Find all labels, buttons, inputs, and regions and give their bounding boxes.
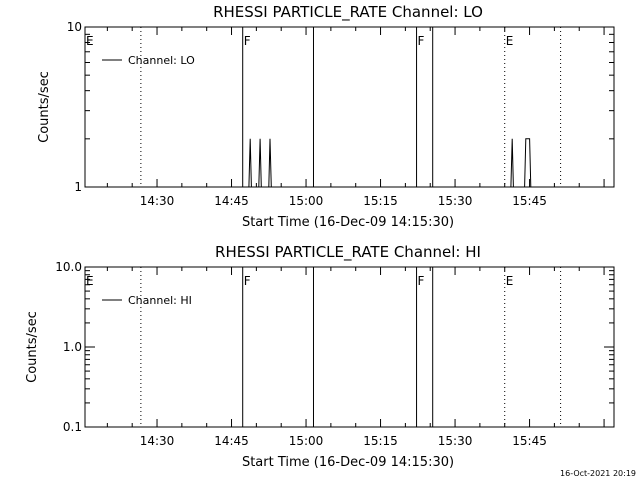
hi-marker-flag: F	[418, 274, 425, 288]
hi-marker-flag: F	[244, 274, 251, 288]
hi-marker-flag: E	[86, 274, 94, 288]
hi-panel-title: RHESSI PARTICLE_RATE Channel: HI	[215, 243, 481, 262]
lo-x-tick-label: 15:30	[438, 194, 473, 208]
hi-y-tick-label: 10.0	[55, 260, 82, 274]
hi-plot-frame	[84, 266, 615, 428]
hi-y-tick-label: 0.1	[63, 420, 82, 434]
lo-marker-flag: E	[506, 34, 514, 48]
hi-y-axis-label: Counts/sec	[25, 311, 40, 383]
lo-legend-label: Channel: LO	[128, 54, 195, 67]
lo-y-tick-label: 10	[67, 20, 82, 34]
lo-x-tick-label: 14:45	[214, 194, 249, 208]
lo-marker-flag: F	[418, 34, 425, 48]
lo-x-tick-label: 15:15	[363, 194, 398, 208]
lo-marker-flag: E	[86, 34, 94, 48]
lo-plot-frame	[84, 26, 615, 188]
hi-x-tick-label: 14:30	[140, 434, 175, 448]
lo-channel-panel: RHESSI PARTICLE_RATE Channel: LO Start T…	[37, 3, 615, 230]
hi-x-tick-label: 14:45	[214, 434, 249, 448]
hi-y-tick-label: 1.0	[63, 340, 82, 354]
lo-y-axis-label: Counts/sec	[37, 71, 52, 143]
hi-x-tick-label: 15:30	[438, 434, 473, 448]
lo-x-tick-label: 14:30	[140, 194, 175, 208]
hi-marker-flag: E	[506, 274, 514, 288]
lo-panel-title: RHESSI PARTICLE_RATE Channel: LO	[213, 3, 483, 22]
generation-timestamp: 16-Oct-2021 20:19	[560, 469, 636, 478]
hi-x-tick-label: 15:45	[512, 434, 547, 448]
lo-x-axis-label: Start Time (16-Dec-09 14:15:30)	[242, 215, 454, 230]
lo-marker-flag: F	[244, 34, 251, 48]
hi-x-tick-label: 15:00	[289, 434, 324, 448]
hi-legend-label: Channel: HI	[128, 294, 192, 307]
lo-x-tick-label: 15:00	[289, 194, 324, 208]
hi-channel-panel: RHESSI PARTICLE_RATE Channel: HI Start T…	[25, 243, 615, 470]
lo-y-tick-label: 1	[74, 180, 82, 194]
hi-x-tick-label: 15:15	[363, 434, 398, 448]
hi-x-axis-label: Start Time (16-Dec-09 14:15:30)	[242, 455, 454, 470]
lo-x-tick-label: 15:45	[512, 194, 547, 208]
lo-series-line	[248, 138, 532, 188]
